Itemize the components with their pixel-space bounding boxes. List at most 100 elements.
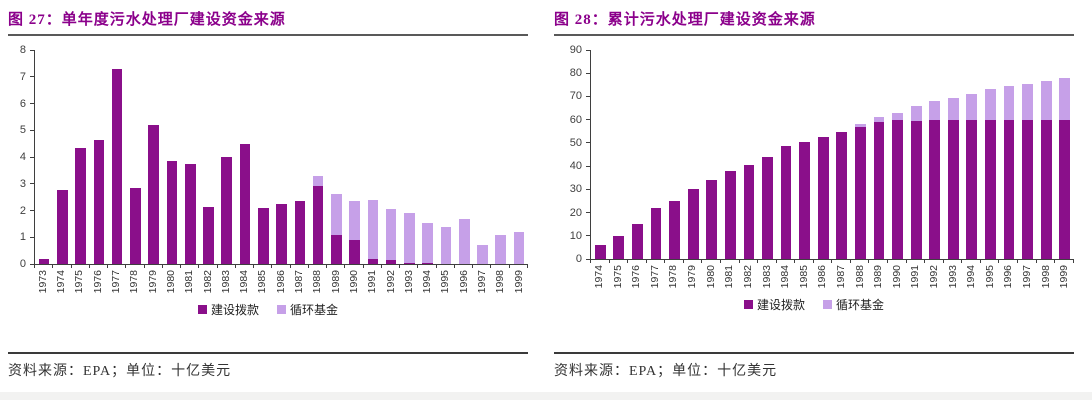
y-axis-label: 7 [19,70,26,83]
bar-column [218,50,236,264]
x-axis-label-cell: 1978 [664,265,683,288]
x-axis-label: 1996 [1002,265,1015,289]
y-axis-tick: 80 [570,67,590,79]
x-axis-tick-mark [417,265,419,268]
x-axis-label-cell: 1991 [906,265,925,288]
x-axis-label-cell: 1991 [363,270,381,293]
x-axis-tick-mark [52,265,54,268]
bar-column [777,50,796,259]
y-axis-label: 40 [569,160,582,173]
x-axis-label: 1974 [593,265,606,289]
x-axis-tick-mark [34,265,35,268]
x-axis-label-cell: 1994 [418,270,436,293]
y-axis-tick-mark [586,142,590,144]
x-axis-tick-mark [307,265,309,268]
bar-column [740,50,759,259]
bar-column [944,50,963,259]
y-axis: 0 1 2 3 4 5 6 7 8 [8,44,34,270]
x-axis-tick-mark [399,265,400,268]
x-axis-tick-mark [719,260,721,263]
y-axis-tick: 30 [570,183,590,195]
bar-column [1055,50,1074,259]
y-axis-tick-mark [586,49,590,51]
x-axis-label-cell: 1984 [235,270,253,293]
y-axis-tick-mark [586,258,590,260]
x-axis-label-cell: 1993 [944,265,963,288]
x-axis-label: 1999 [512,270,525,294]
x-axis-label: 1984 [779,265,792,289]
x-axis-label: 1979 [146,270,159,294]
y-axis-tick: 7 [20,71,34,83]
legend-item: 建设拨款 [743,296,805,313]
x-axis-tick-mark [775,260,777,263]
x-axis-label: 1984 [238,270,251,294]
y-axis-label: 90 [569,44,582,56]
x-axis-label-cell: 1981 [720,265,739,288]
x-axis-label-cell: 1989 [869,265,888,288]
y-axis-tick-mark [30,210,34,211]
bar-segment-建设拨款 [966,119,978,259]
x-axis-label-cell: 1977 [107,270,125,293]
bar-column [72,50,90,264]
bar-segment-建设拨款 [910,120,922,259]
x-axis-label-cell: 1986 [813,265,832,288]
bar-segment-建设拨款 [184,163,196,264]
bar-segment-建设拨款 [385,260,397,264]
x-axis-label-cell: 1998 [1037,265,1056,288]
y-axis-tick: 90 [570,44,590,56]
x-axis-tick-mark [70,265,72,268]
y-axis-tick: 5 [20,124,34,136]
legend-label: 循环基金 [836,298,885,313]
x-axis-label: 1998 [494,270,507,294]
bar-segment-建设拨款 [1059,119,1071,259]
x-axis-tick-mark [107,265,108,268]
bar-column [90,50,108,264]
y-axis-tick-mark [30,263,34,265]
bar-segment-循环基金 [966,94,978,120]
x-axis-label-cell: 1985 [254,270,272,293]
bar-column [400,50,418,264]
x-axis-tick-mark [271,265,273,268]
x-axis-label: 1995 [983,265,996,289]
x-axis-label-cell: 1997 [1018,265,1037,288]
x-axis-label: 1995 [439,270,452,294]
bar-segment-循环基金 [331,194,342,235]
x-axis-tick-mark [125,265,127,268]
x-axis-label-cell: 1990 [345,270,363,293]
bar-segment-建设拨款 [349,239,360,264]
x-axis-label: 1997 [476,270,489,294]
x-axis-label: 1976 [630,265,643,289]
bar-segment-建设拨款 [93,139,105,264]
x-axis-label-cell: 1976 [89,270,107,293]
x-axis-label-cell: 1999 [510,270,528,293]
x-axis-label: 1992 [928,265,941,289]
x-axis-label: 1983 [760,265,773,289]
y-axis-tick-mark [30,236,34,238]
bar-column [254,50,272,264]
bar-column [327,50,345,264]
bar-column [163,50,181,264]
y-axis-tick-mark [30,76,34,78]
figure-27-source-note: 资料来源：EPA；单位：十亿美元 [8,352,528,380]
bar-column [473,50,491,264]
y-axis-tick-mark [30,156,34,158]
x-axis-tick-mark [344,265,346,268]
y-axis-label: 70 [569,90,582,103]
x-axis-tick-mark [831,260,833,263]
x-axis-label: 1978 [667,265,680,289]
bar-segment-建设拨款 [613,235,625,259]
x-axis-label-cell: 1992 [382,270,400,293]
x-axis-tick-mark [362,265,364,268]
bar-column [346,50,364,264]
x-axis-tick-mark [961,260,963,263]
x-axis-label: 1988 [853,265,866,289]
x-axis-ticks [34,265,528,268]
x-axis-tick-mark [849,260,851,263]
x-axis-label: 1991 [909,265,922,289]
bar-segment-建设拨款 [724,170,736,259]
x-axis-tick-mark [472,265,473,268]
bar-segment-建设拨款 [312,186,324,264]
bar-column [647,50,666,259]
x-axis-tick-mark [701,260,703,263]
bar-segment-循环基金 [440,226,452,264]
